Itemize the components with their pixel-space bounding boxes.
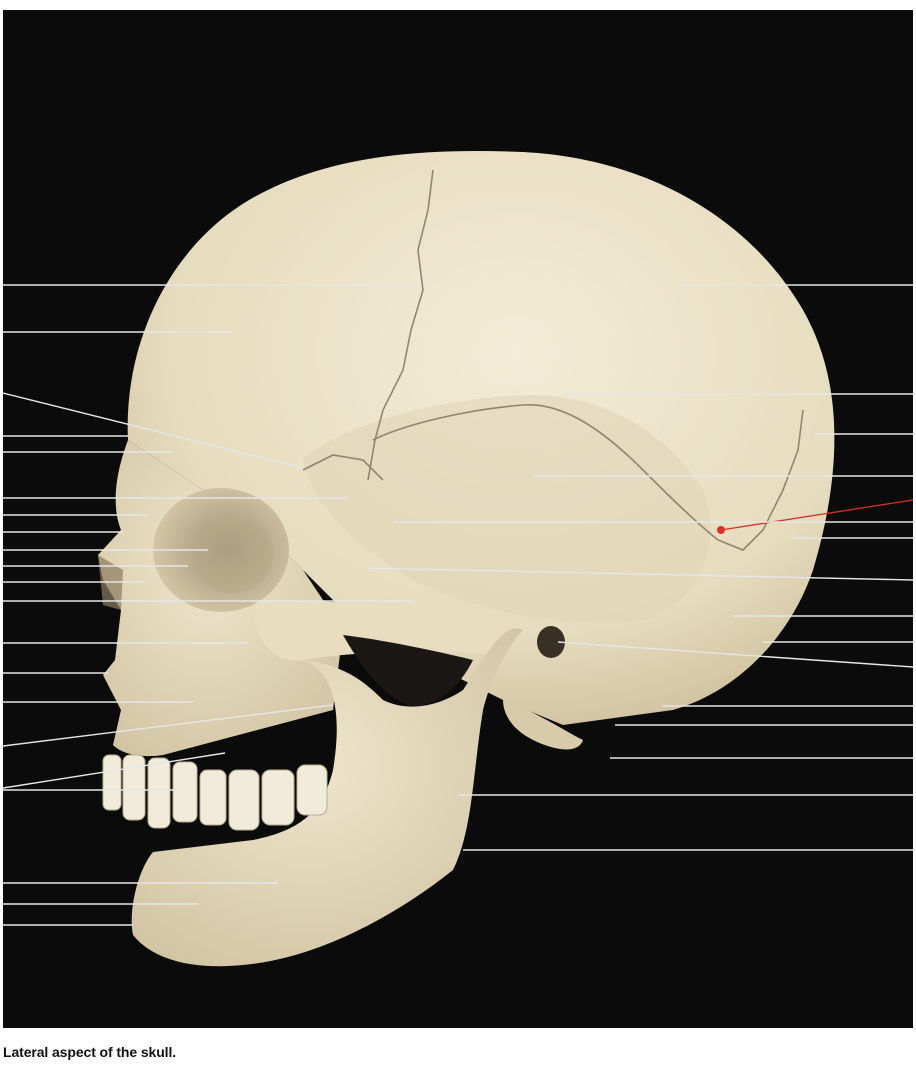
left-leader-lines bbox=[3, 284, 418, 926]
teeth bbox=[102, 754, 328, 831]
asterion-marker bbox=[717, 499, 913, 534]
skull-photo bbox=[3, 10, 913, 1028]
lambdoid-suture bbox=[717, 409, 804, 551]
infratemporal-fossa bbox=[343, 635, 473, 706]
temporal-region bbox=[303, 394, 711, 623]
external-acoustic-meatus bbox=[537, 626, 565, 658]
mastoid-process bbox=[503, 700, 583, 750]
skull-illustration bbox=[3, 151, 913, 967]
left-leader-line bbox=[3, 704, 334, 747]
left-leader-line bbox=[3, 752, 226, 789]
zygomatic-arch bbox=[253, 600, 502, 661]
coronal-suture bbox=[367, 169, 434, 481]
figure-caption: Lateral aspect of the skull. bbox=[3, 1044, 177, 1060]
right-leader-line bbox=[367, 567, 913, 581]
squamous-suture bbox=[372, 404, 719, 541]
right-leader-lines bbox=[367, 284, 913, 851]
right-leader-line bbox=[557, 641, 913, 668]
sphenoparietal-suture bbox=[302, 454, 384, 481]
left-leader-line bbox=[3, 392, 304, 469]
sutures bbox=[302, 169, 804, 551]
